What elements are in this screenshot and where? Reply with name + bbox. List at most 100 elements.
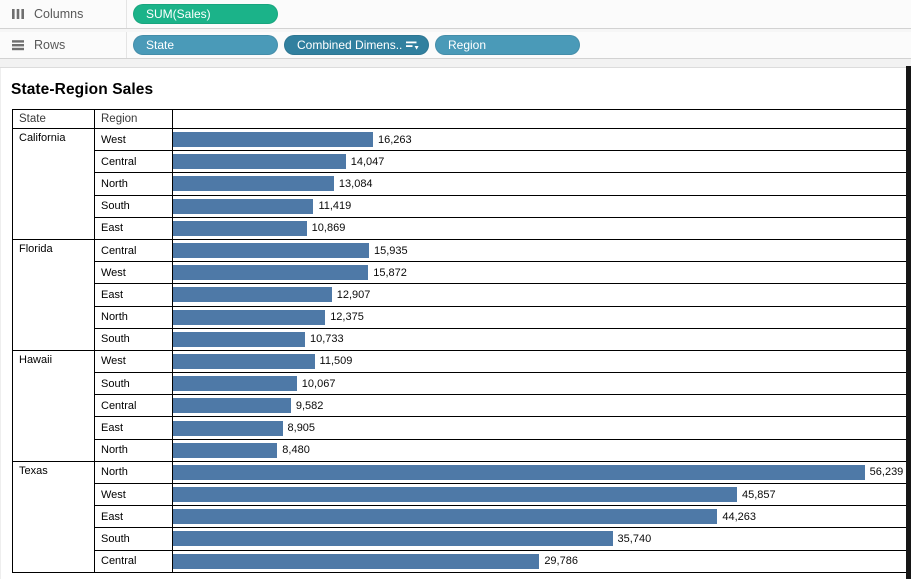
columns-shelf[interactable]: Columns SUM(Sales) [0,0,911,29]
table-row: East 44,263 [13,505,907,529]
region-cell[interactable]: Central [94,394,173,418]
bars-column-header [172,109,907,129]
region-cell[interactable]: West [94,482,173,507]
value-label: 15,935 [373,244,408,257]
sales-bar[interactable] [173,331,305,347]
region-cell[interactable]: West [94,261,173,285]
bar-cell: 8,480 [172,438,907,462]
bar-cell: 35,740 [172,527,907,551]
sales-bar[interactable] [173,220,307,236]
table-row: East 8,905 [13,416,907,440]
table-row: North 13,084 [13,172,907,196]
pill-combined-dimension[interactable]: Combined Dimens.. [284,35,429,55]
value-label: 10,869 [311,222,346,235]
sort-descending-icon [406,41,419,50]
region-cell[interactable]: West [94,127,173,152]
value-label: 10,733 [310,333,344,346]
state-column-header[interactable]: State [12,109,95,129]
sales-bar[interactable] [173,287,332,303]
rows-shelf-pills[interactable]: State Combined Dimens.. Region [127,32,911,58]
table-row: West 45,857 [13,482,907,507]
state-cell[interactable]: Florida [12,238,95,351]
region-cell[interactable]: North [94,172,173,196]
sales-bar[interactable] [173,420,283,436]
sales-bar[interactable] [173,509,718,525]
sales-bar[interactable] [173,132,373,148]
value-label: 10,067 [301,377,336,390]
state-cell[interactable]: California [12,128,95,240]
bar-cell: 12,907 [172,283,907,307]
sales-bar[interactable] [173,464,865,480]
rows-shelf[interactable]: Rows State Combined Dimens.. Region [0,32,911,59]
region-cell[interactable]: Central [94,150,173,174]
value-label: 8,905 [287,422,316,435]
value-label: 29,786 [544,555,578,568]
value-label: 14,047 [350,155,385,168]
table-row: West 15,872 [13,261,907,285]
table-row: Central 9,582 [13,394,907,418]
sales-bar[interactable] [173,376,297,392]
value-label: 12,907 [336,288,371,301]
bar-cell: 13,084 [172,172,907,196]
sales-bar[interactable] [173,176,334,192]
sales-bar[interactable] [173,442,278,458]
value-label: 45,857 [741,488,776,501]
region-cell[interactable]: East [94,416,173,440]
region-cell[interactable]: East [94,283,173,307]
region-cell[interactable]: North [94,305,173,329]
region-cell[interactable]: Central [94,238,173,263]
sales-bar[interactable] [173,398,291,414]
bar-cell: 12,375 [172,305,907,329]
rows-shelf-label: Rows [34,38,66,52]
region-cell[interactable]: West [94,349,173,374]
crosstab-table: State Region California West 16,263 Central… [12,109,907,573]
value-label: 56,239 [869,466,904,479]
pill-state[interactable]: State [133,35,278,55]
columns-shelf-pills[interactable]: SUM(Sales) [127,0,911,28]
sales-bar[interactable] [173,243,369,259]
value-label: 11,419 [318,200,352,213]
region-cell[interactable]: North [94,460,173,485]
rows-shelf-header: Rows [0,32,127,58]
bar-cell: 56,239 [172,460,907,485]
region-cell[interactable]: South [94,327,173,351]
region-cell[interactable]: South [94,372,173,396]
region-cell[interactable]: North [94,438,173,462]
pill-region[interactable]: Region [435,35,580,55]
sales-bar[interactable] [173,553,540,569]
sales-bar[interactable] [173,353,315,369]
table-row: Texas North 56,239 [12,460,907,573]
table-row: California West 16,263 [12,127,907,240]
region-cell[interactable]: East [94,216,173,240]
rows-icon [11,39,25,51]
sheet-top-band [0,59,911,68]
sales-bar[interactable] [173,265,369,281]
pill-sum-sales[interactable]: SUM(Sales) [133,4,278,24]
bar-cell: 15,872 [172,261,907,285]
columns-shelf-label: Columns [34,7,84,21]
state-cell[interactable]: Texas [12,460,95,573]
region-cell[interactable]: East [94,505,173,529]
sales-bar[interactable] [173,154,346,170]
bar-cell: 9,582 [172,394,907,418]
pill-label: State [146,38,175,52]
table-row: South 10,733 [13,327,907,351]
table-row: North 12,375 [13,305,907,329]
bar-cell: 11,509 [172,349,907,374]
table-row: Central 14,047 [13,150,907,174]
region-cell[interactable]: South [94,194,173,218]
region-cell[interactable]: Central [94,549,173,573]
table-row: South 11,419 [13,194,907,218]
value-label: 13,084 [338,177,373,190]
region-column-header[interactable]: Region [94,109,173,129]
state-cell[interactable]: Hawaii [12,349,95,462]
sales-bar[interactable] [173,198,314,214]
sales-bar[interactable] [173,309,326,325]
bar-cell: 10,733 [172,327,907,351]
value-label: 35,740 [617,532,652,545]
bar-cell: 8,905 [172,416,907,440]
bar-cell: 10,067 [172,372,907,396]
sales-bar[interactable] [173,487,737,503]
sales-bar[interactable] [173,531,613,547]
region-cell[interactable]: South [94,527,173,551]
